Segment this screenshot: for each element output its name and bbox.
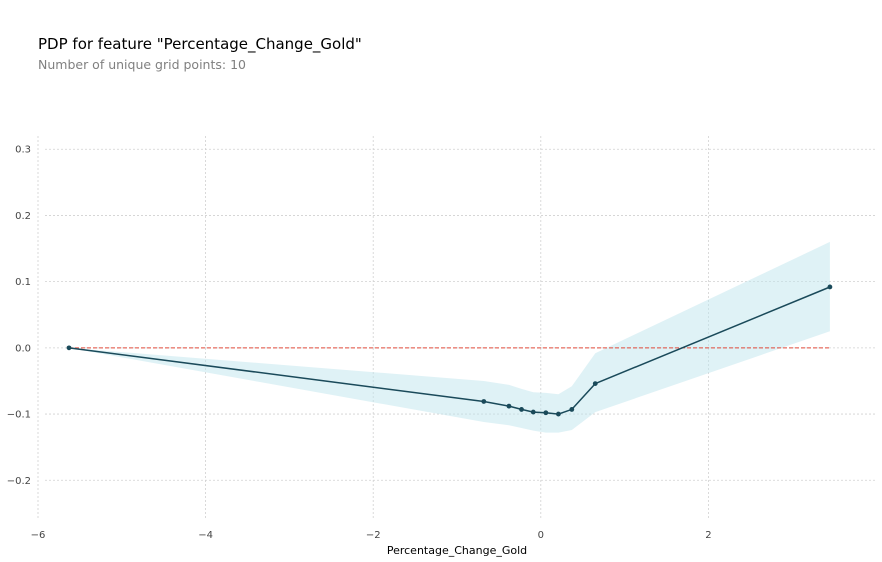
- chart-title: PDP for feature "Percentage_Change_Gold": [38, 35, 362, 53]
- pdp-point: [592, 381, 598, 387]
- pdp-point: [66, 345, 72, 351]
- x-axis-label: Percentage_Change_Gold: [387, 544, 527, 557]
- y-tick-label: 0.1: [15, 277, 31, 288]
- pdp-point: [519, 407, 524, 412]
- pdp-points-layer: [66, 284, 833, 417]
- chart-subtitle: Number of unique grid points: 10: [38, 57, 246, 72]
- x-tick-label: 2: [705, 530, 711, 541]
- tick-labels: −6 −4 −2 0 2 0.3 0.2 0.1 0.0 −0.1 −0.2: [7, 145, 712, 541]
- pdp-line-layer: [68, 286, 831, 415]
- x-tick-label: −6: [31, 530, 46, 541]
- y-tick-label: −0.1: [7, 410, 31, 421]
- y-tick-label: 0.2: [15, 211, 31, 222]
- pdp-point: [569, 407, 575, 412]
- x-tick-label: 0: [538, 530, 544, 541]
- pdp-point: [530, 409, 536, 415]
- pdp-point: [543, 410, 549, 416]
- pdp-point: [506, 403, 512, 409]
- x-tick-label: −2: [366, 530, 381, 541]
- confidence-band: [69, 241, 830, 433]
- confidence-band-layer: [69, 241, 830, 433]
- y-tick-label: 0.0: [15, 343, 31, 354]
- x-tick-label: −4: [198, 530, 213, 541]
- pdp-point: [555, 411, 561, 417]
- pdp-point: [481, 399, 487, 404]
- pdp-point: [827, 284, 833, 290]
- pdp-line: [68, 286, 831, 415]
- y-tick-label: 0.3: [15, 145, 31, 156]
- y-tick-label: −0.2: [7, 476, 31, 487]
